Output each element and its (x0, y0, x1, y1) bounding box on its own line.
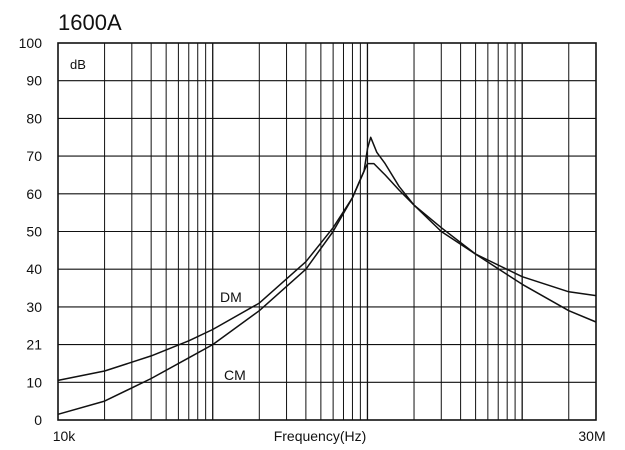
y-tick-labels: 0 10 21 30 40 50 60 70 80 90 100 (19, 35, 43, 428)
y-tick-label: 21 (26, 337, 42, 353)
y-tick-label: 60 (26, 186, 42, 202)
chart-title: 1600A (58, 10, 122, 35)
y-tick-label: 100 (19, 35, 43, 51)
y-tick-label: 40 (26, 261, 42, 277)
y-tick-label: 70 (26, 148, 42, 164)
plot-frame (57, 42, 597, 421)
x-axis-label: Frequency(Hz) (274, 428, 367, 444)
unit-label: dB (70, 57, 86, 72)
series-label-dm: DM (220, 289, 242, 305)
y-tick-label: 30 (26, 299, 42, 315)
y-tick-label: 90 (26, 73, 42, 89)
series-line-dm (57, 136, 597, 382)
x-tick-label: 10k (53, 428, 77, 444)
y-tick-label: 80 (26, 110, 42, 126)
series-label-cm: CM (224, 367, 246, 383)
x-tick-labels: 10k 30M (53, 428, 606, 444)
series-line-cm (57, 162, 597, 416)
y-tick-label: 50 (26, 224, 42, 240)
series-layer (57, 136, 597, 416)
x-tick-label: 30M (578, 428, 605, 444)
grid (58, 42, 596, 421)
y-tick-label: 10 (26, 374, 42, 390)
y-tick-label: 0 (34, 412, 42, 428)
